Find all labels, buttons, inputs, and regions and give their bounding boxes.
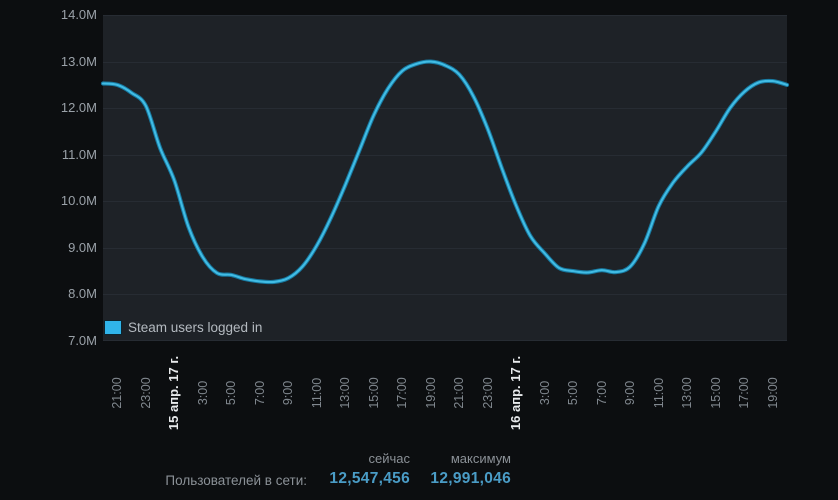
x-axis-tick-label: 3:00 <box>537 380 552 406</box>
x-axis-tick-label: 9:00 <box>623 380 638 406</box>
summary-value-now: 12,547,456 <box>329 470 410 487</box>
x-axis-tick-label: 11:00 <box>309 377 324 409</box>
legend-swatch-icon <box>104 320 122 335</box>
x-axis-tick-label: 3:00 <box>195 380 210 406</box>
x-axis-tick-label: 15:00 <box>366 377 381 409</box>
chart-line-glow <box>100 59 790 285</box>
y-axis-label: 11.0M <box>61 146 97 162</box>
y-axis-label: 14.0M <box>60 7 97 22</box>
y-axis-label: 13.0M <box>60 53 97 69</box>
gridline <box>103 15 787 16</box>
x-axis-date-label: 16 апр. 17 г. <box>508 355 524 431</box>
legend: Steam users logged in <box>104 320 262 335</box>
legend-label: Steam users logged in <box>128 320 263 335</box>
gridline <box>103 108 787 109</box>
x-axis-tick-label: 7:00 <box>594 380 609 406</box>
x-axis-tick-label: 17:00 <box>737 377 752 409</box>
y-axis-label: 12.0M <box>60 100 97 116</box>
x-axis-date-label: 15 апр. 17 г. <box>166 355 182 431</box>
x-axis-tick-label: 5:00 <box>224 380 239 406</box>
x-axis-tick-label: 7:00 <box>252 380 267 406</box>
summary-header-now: сейчас <box>368 451 411 466</box>
y-axis-label: 9.0M <box>68 239 97 255</box>
y-axis-label: 7.0M <box>68 333 97 348</box>
gridline <box>103 155 787 156</box>
gridline <box>103 62 787 63</box>
summary-value-max: 12,991,046 <box>430 470 511 487</box>
x-axis-tick-label: 11:00 <box>651 377 666 409</box>
online-users-summary: сейчас максимум Пользователей в сети: 12… <box>0 445 838 500</box>
x-axis-tick-label: 17:00 <box>395 377 410 409</box>
x-axis-tick-label: 13:00 <box>680 377 695 409</box>
x-axis-tick-label: 13:00 <box>338 377 353 409</box>
x-axis-tick-label: 21:00 <box>110 377 125 409</box>
x-axis-tick-label: 5:00 <box>566 380 581 406</box>
plot-area[interactable] <box>100 15 790 341</box>
x-axis-tick-label: 23:00 <box>138 377 153 409</box>
x-axis-tick-label: 21:00 <box>452 377 467 409</box>
gridline <box>103 201 787 202</box>
y-axis: 14.0M 13.0M 12.0M 11.0M 10.0M 9.0M 8.0M 7.0M <box>0 7 97 348</box>
gridline <box>103 340 787 341</box>
summary-row-label: Пользователей в сети: <box>165 473 307 488</box>
chart-svg <box>100 59 790 285</box>
x-axis-tick-label: 9:00 <box>281 380 296 406</box>
x-axis-tick-label: 19:00 <box>423 377 438 409</box>
y-axis-label: 10.0M <box>60 193 97 209</box>
summary-header-max: максимум <box>450 451 511 466</box>
x-axis-tick-label: 15:00 <box>708 377 723 409</box>
gridline <box>103 294 787 295</box>
x-axis-tick-label: 19:00 <box>765 377 780 409</box>
gridline <box>103 248 787 249</box>
y-axis-label: 8.0M <box>68 286 97 302</box>
chart-line <box>101 60 789 284</box>
x-axis-tick-label: 23:00 <box>480 377 495 409</box>
